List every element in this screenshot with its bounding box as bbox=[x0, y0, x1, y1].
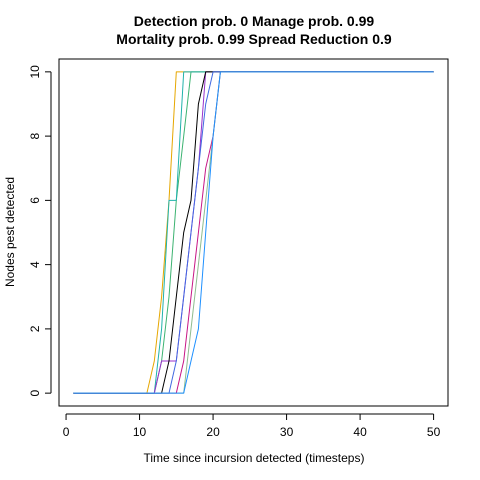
x-axis: 0 10 20 30 40 50 bbox=[63, 413, 441, 439]
series-line bbox=[73, 71, 434, 394]
chart-title: Detection prob. 0 Manage prob. 0.99 bbox=[134, 13, 375, 29]
x-axis-label: Time since incursion detected (timesteps… bbox=[144, 451, 365, 465]
y-tick-label: 6 bbox=[28, 197, 42, 204]
series-line bbox=[73, 71, 434, 394]
y-tick-label: 10 bbox=[28, 65, 42, 79]
x-tick-label: 10 bbox=[133, 425, 147, 439]
y-tick-label: 8 bbox=[28, 132, 42, 139]
series-line bbox=[73, 71, 434, 394]
y-tick-label: 4 bbox=[28, 261, 42, 268]
chart-subtitle: Mortality prob. 0.99 Spread Reduction 0.… bbox=[116, 31, 392, 47]
series-line bbox=[73, 71, 434, 394]
series-layer bbox=[73, 71, 434, 394]
y-tick-label: 0 bbox=[28, 389, 42, 396]
y-axis-label: Nodes pest detected bbox=[3, 177, 17, 287]
series-line bbox=[73, 71, 434, 394]
series-line bbox=[73, 71, 434, 394]
plot-frame bbox=[58, 58, 449, 407]
x-tick-label: 50 bbox=[427, 425, 441, 439]
series-line bbox=[73, 71, 434, 394]
series-line bbox=[73, 71, 434, 394]
y-tick-label: 2 bbox=[28, 325, 42, 332]
series-line bbox=[73, 71, 434, 394]
x-tick-label: 30 bbox=[280, 425, 294, 439]
x-tick-label: 20 bbox=[206, 425, 220, 439]
x-tick-label: 0 bbox=[63, 425, 70, 439]
x-tick-label: 40 bbox=[353, 425, 367, 439]
y-axis: 0 2 4 6 8 10 bbox=[28, 65, 52, 396]
